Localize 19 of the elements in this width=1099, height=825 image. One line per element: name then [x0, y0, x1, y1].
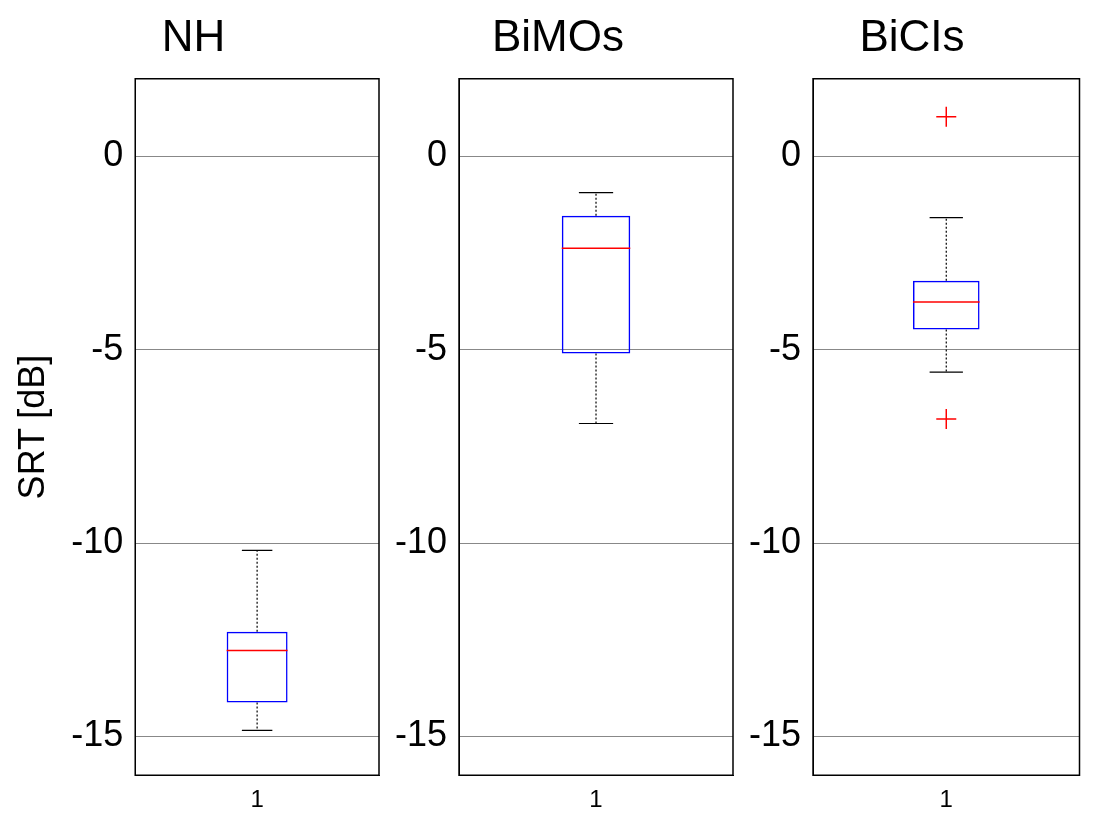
y-tick-label: -10 [749, 519, 802, 561]
y-tick-label: -15 [71, 713, 124, 755]
y-tick-label: 0 [103, 133, 124, 175]
y-tick-label: -10 [71, 519, 124, 561]
x-tick-label: 1 [939, 785, 953, 813]
y-axis-title: SRT [dB] [10, 354, 52, 500]
x-tick-label: 1 [589, 785, 603, 813]
x-tick-label: 1 [250, 785, 264, 813]
y-tick-label: -5 [769, 326, 802, 368]
chart-title: BiCIs [859, 10, 965, 60]
chart-title: BiMOs [492, 10, 624, 60]
y-tick-label: -5 [91, 326, 124, 368]
y-tick-label: -15 [395, 713, 448, 755]
chart-title: NH [161, 10, 226, 60]
y-tick-label: 0 [427, 133, 448, 175]
y-tick-label: -5 [415, 326, 448, 368]
y-tick-label: -15 [749, 713, 802, 755]
y-tick-label: -10 [395, 519, 448, 561]
y-tick-label: 0 [781, 133, 802, 175]
